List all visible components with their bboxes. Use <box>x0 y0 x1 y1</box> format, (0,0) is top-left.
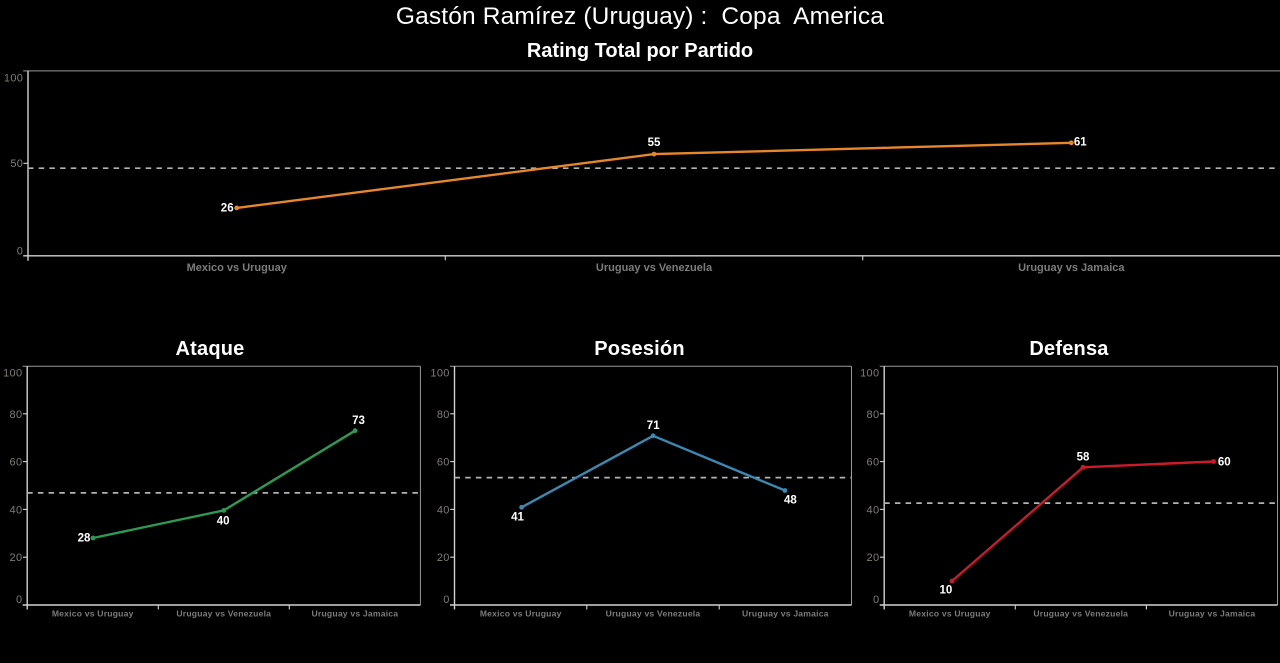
svg-text:100: 100 <box>3 367 22 379</box>
svg-text:40: 40 <box>437 504 450 516</box>
svg-text:20: 20 <box>867 552 880 564</box>
svg-text:Uruguay vs Venezuela: Uruguay vs Venezuela <box>606 609 701 619</box>
svg-text:Ataque: Ataque <box>176 338 245 360</box>
svg-text:Uruguay vs Jamaica: Uruguay vs Jamaica <box>1169 609 1256 619</box>
svg-text:60: 60 <box>867 457 880 469</box>
svg-text:40: 40 <box>217 515 230 527</box>
svg-text:20: 20 <box>437 552 450 564</box>
svg-text:10: 10 <box>940 584 953 596</box>
svg-text:Mexico vs Uruguay: Mexico vs Uruguay <box>187 262 288 274</box>
svg-text:Defensa: Defensa <box>1029 338 1109 360</box>
svg-text:Gastón Ramírez (Uruguay) : Co: Gastón Ramírez (Uruguay) : Copa America <box>396 3 884 30</box>
svg-text:20: 20 <box>10 552 23 564</box>
svg-text:80: 80 <box>437 409 450 421</box>
svg-text:0: 0 <box>873 594 879 606</box>
svg-text:60: 60 <box>10 457 23 469</box>
svg-text:41: 41 <box>511 511 524 523</box>
svg-text:Uruguay vs Venezuela: Uruguay vs Venezuela <box>1033 609 1128 619</box>
svg-text:0: 0 <box>16 594 22 606</box>
svg-text:Uruguay vs Jamaica: Uruguay vs Jamaica <box>312 609 399 619</box>
svg-text:Rating Total por Partido: Rating Total por Partido <box>527 40 753 62</box>
svg-text:Mexico vs Uruguay: Mexico vs Uruguay <box>480 609 562 619</box>
svg-text:28: 28 <box>78 532 91 544</box>
svg-text:100: 100 <box>4 73 23 85</box>
svg-text:100: 100 <box>860 367 879 379</box>
svg-text:0: 0 <box>443 594 449 606</box>
svg-text:100: 100 <box>430 367 449 379</box>
svg-text:48: 48 <box>784 495 797 507</box>
svg-text:Uruguay vs Venezuela: Uruguay vs Venezuela <box>176 609 271 619</box>
svg-text:60: 60 <box>437 457 450 469</box>
svg-text:Posesión: Posesión <box>594 338 685 360</box>
svg-text:Uruguay vs Jamaica: Uruguay vs Jamaica <box>742 609 829 619</box>
svg-text:Mexico vs Uruguay: Mexico vs Uruguay <box>909 609 991 619</box>
svg-text:60: 60 <box>1218 457 1231 469</box>
svg-text:61: 61 <box>1074 137 1087 149</box>
svg-text:40: 40 <box>10 504 23 516</box>
svg-text:Uruguay vs Jamaica: Uruguay vs Jamaica <box>1018 262 1125 274</box>
svg-text:Uruguay vs Venezuela: Uruguay vs Venezuela <box>596 262 713 274</box>
svg-text:71: 71 <box>647 420 660 432</box>
svg-text:26: 26 <box>221 203 234 215</box>
svg-text:73: 73 <box>352 415 365 427</box>
svg-text:0: 0 <box>17 245 23 257</box>
svg-text:55: 55 <box>648 137 661 149</box>
svg-text:40: 40 <box>867 504 880 516</box>
svg-text:58: 58 <box>1077 451 1090 463</box>
svg-text:50: 50 <box>10 158 23 170</box>
svg-text:Mexico vs Uruguay: Mexico vs Uruguay <box>52 609 134 619</box>
svg-text:80: 80 <box>867 409 880 421</box>
svg-text:80: 80 <box>10 409 23 421</box>
